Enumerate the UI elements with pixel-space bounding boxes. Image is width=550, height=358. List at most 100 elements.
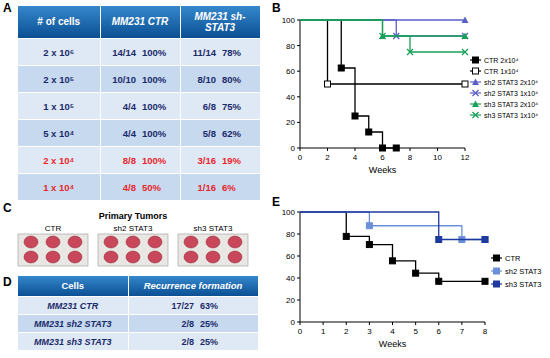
table-header-row: CellsRecurrence formation	[18, 276, 258, 297]
y-tick-label: 40	[286, 274, 295, 283]
table-cell: 2/8	[128, 315, 198, 333]
legend-marker	[494, 281, 500, 287]
legend-label: CTR 1x10⁴	[484, 68, 519, 75]
image-label: sh3 STAT3	[194, 224, 233, 233]
table-cell: 3/16	[180, 147, 220, 174]
table-cell: 80%	[220, 66, 260, 93]
table-row: 2 x 10⁶14/14100%11/1478%	[18, 39, 260, 66]
tumor	[206, 251, 220, 263]
x-tick	[437, 148, 438, 151]
tumor	[46, 236, 60, 248]
table-cell: 25%	[198, 315, 258, 333]
x-tick	[438, 322, 439, 325]
y-tick	[297, 278, 300, 279]
header-cell: Cells	[18, 276, 128, 297]
series-marker	[407, 49, 413, 55]
header-cell: # of cells	[18, 6, 100, 39]
y-tick	[297, 234, 300, 235]
x-tick-label: 0	[298, 327, 303, 336]
panel-label: B	[272, 1, 281, 15]
tumor	[126, 251, 140, 263]
header-cell: Recurrence formation	[128, 276, 258, 297]
table-row: 2 x 10⁴8/8100%3/1619%	[18, 147, 260, 174]
series-marker	[338, 65, 344, 71]
legend-marker	[472, 79, 479, 86]
table-cell: MM231 CTR	[18, 297, 128, 315]
legend-label: sh3 STAT3 1x10⁴	[484, 112, 538, 119]
table-cell: 8/8	[100, 147, 140, 174]
series-marker	[436, 278, 442, 284]
legend-label: sh3 STAT3	[505, 280, 541, 289]
legend-marker	[473, 90, 479, 96]
legend-label: sh3 STAT3 2x10⁴	[484, 101, 538, 108]
y-tick	[297, 212, 300, 213]
table-cell: 2 x 10⁶	[18, 39, 100, 66]
tumor	[206, 236, 220, 248]
series-marker	[393, 145, 399, 151]
table-cell: 17/27	[128, 297, 198, 315]
x-tick	[346, 322, 347, 325]
x-axis-label: Weeks	[379, 339, 407, 349]
y-tick-label: 100	[282, 208, 296, 217]
x-tick-label: 6	[380, 153, 385, 162]
table-cell: 100%	[140, 147, 180, 174]
series-marker	[482, 237, 488, 243]
series-marker	[366, 223, 372, 229]
table-cell: 10/10	[100, 66, 140, 93]
image-label: CTR	[45, 224, 62, 233]
table-header-row: # of cellsMM231 CTRMM231 sh-STAT3	[18, 6, 260, 39]
x-tick-label: 3	[367, 327, 372, 336]
y-tick	[297, 96, 300, 97]
series-marker	[462, 17, 469, 24]
y-tick	[297, 122, 300, 123]
x-tick-label: 8	[408, 153, 413, 162]
tumor-photo	[18, 234, 88, 266]
legend-label: sh2 STAT3 1x10⁴	[484, 90, 538, 97]
series-marker	[366, 129, 372, 135]
x-tick	[410, 148, 411, 151]
series-line	[300, 212, 485, 281]
panel-label: C	[3, 201, 12, 215]
y-axis	[300, 20, 301, 148]
x-tick-label: 4	[390, 327, 395, 336]
legend-label: CTR 2x10⁴	[484, 57, 519, 64]
table: # of cellsMM231 CTRMM231 sh-STAT32 x 10⁶…	[18, 6, 261, 200]
legend-label: CTR	[505, 254, 521, 263]
table-row: 5 x 10⁴4/4100%5/862%	[18, 120, 260, 147]
panel-title: Primary Tumors	[99, 211, 167, 221]
table-cell: 2 x 10⁴	[18, 147, 100, 174]
series-marker	[390, 258, 396, 264]
y-tick-label: 40	[286, 93, 295, 102]
page: {"panel_labels": ["A", "B", "C", "D", "E…	[0, 0, 550, 358]
x-tick-label: 4	[353, 153, 358, 162]
y-tick-label: 20	[286, 118, 295, 127]
table-cell: 100%	[140, 66, 180, 93]
table: CellsRecurrence formationMM231 CTR17/276…	[18, 276, 259, 350]
legend-marker	[473, 112, 479, 118]
panel-label: A	[3, 1, 12, 15]
table-cell: MM231 sh2 STAT3	[18, 315, 128, 333]
x-tick-label: 10	[433, 153, 442, 162]
x-tick	[327, 148, 328, 151]
y-axis	[300, 212, 301, 322]
y-tick-label: 80	[286, 230, 295, 239]
x-axis-label: Weeks	[369, 165, 397, 175]
legend-marker	[473, 68, 479, 74]
y-tick-label: 60	[286, 252, 295, 261]
table-cell: 5/8	[180, 120, 220, 147]
table-cell: 8/10	[180, 66, 220, 93]
tumor-photo	[178, 234, 248, 266]
y-tick-label: 80	[286, 42, 295, 51]
table-cell: MM231 sh3 STAT3	[18, 333, 128, 351]
x-tick	[461, 322, 462, 325]
legend-marker	[494, 255, 500, 261]
series-line	[300, 212, 485, 240]
plot-area	[300, 17, 469, 152]
x-tick	[392, 322, 393, 325]
table-cell: 1 x 10⁵	[18, 93, 100, 120]
x-tick-label: 2	[344, 327, 349, 336]
chart: 020406080100024681012WeeksCTR 2x10⁴CTR 1…	[282, 16, 538, 175]
x-tick	[355, 148, 356, 151]
panel-label: D	[3, 275, 12, 289]
tumor	[148, 251, 162, 263]
